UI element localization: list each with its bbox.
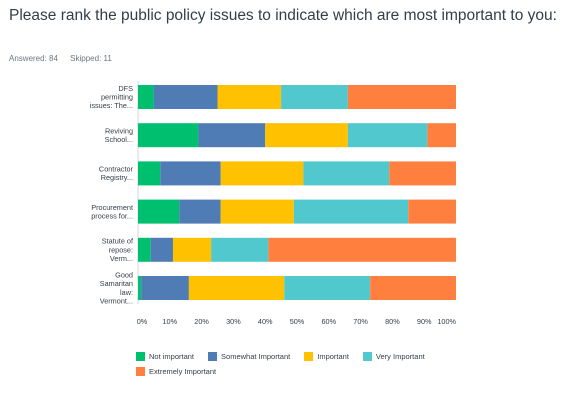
bar-segment bbox=[179, 199, 221, 224]
stacked-bar-chart: DFS permitting issues: The... Reviving Schoo… bbox=[90, 81, 457, 326]
legend-label: Extremely Important bbox=[149, 367, 217, 376]
bar-segment bbox=[141, 276, 189, 300]
x-tick-label: 20% bbox=[194, 317, 209, 326]
x-tick-label: 100% bbox=[437, 317, 456, 326]
bar-segment bbox=[220, 199, 294, 224]
category-label: Procurement process for... bbox=[91, 203, 133, 221]
bar-segment bbox=[281, 85, 348, 109]
category-label: Good Samaritan law: Vermont... bbox=[100, 271, 133, 306]
bar-segment bbox=[408, 199, 456, 224]
legend-item: Not important bbox=[136, 352, 194, 361]
legend-label: Very Important bbox=[375, 352, 425, 361]
x-tick-label: 30% bbox=[226, 317, 241, 326]
bar-segment bbox=[198, 123, 266, 148]
answered-count: Answered: 84 bbox=[9, 54, 58, 63]
bar-segment bbox=[138, 276, 142, 300]
category-label: Reviving School... bbox=[105, 126, 133, 144]
bar-segment bbox=[160, 161, 221, 186]
legend-item: Extremely Important bbox=[136, 367, 216, 376]
bar-segment bbox=[217, 85, 282, 109]
bar-segment bbox=[347, 123, 428, 148]
bar-segment bbox=[303, 161, 390, 186]
x-tick-label: 50% bbox=[290, 317, 305, 326]
x-tick-label: 90% bbox=[417, 317, 432, 326]
bar-segment bbox=[138, 161, 161, 186]
x-tick-label: 70% bbox=[353, 317, 368, 326]
bar-segment bbox=[138, 199, 180, 224]
legend-swatch bbox=[304, 352, 314, 361]
legend-item: Important bbox=[304, 352, 349, 361]
x-tick-label: 40% bbox=[258, 317, 273, 326]
bar-segment bbox=[188, 276, 285, 300]
legend-item: Very Important bbox=[362, 352, 425, 361]
bar-segment bbox=[284, 276, 371, 300]
x-tick-label: 60% bbox=[321, 317, 336, 326]
bar-segment bbox=[268, 237, 456, 262]
legend-swatch bbox=[136, 352, 145, 361]
legend-label: Important bbox=[317, 352, 349, 361]
chart-legend: Not important Somewhat Important Important… bbox=[136, 352, 466, 382]
response-stats: Answered: 84 Skipped: 11 bbox=[9, 54, 122, 63]
legend-label: Somewhat Important bbox=[221, 352, 291, 361]
bar-segment bbox=[265, 123, 348, 148]
bar-segment bbox=[138, 85, 154, 109]
bar-segment bbox=[138, 123, 199, 148]
category-label: DFS permitting issues: The... bbox=[90, 84, 133, 110]
category-label: Contractor Registry... bbox=[99, 165, 134, 183]
bar-segment bbox=[389, 161, 456, 186]
legend-label: Not important bbox=[149, 352, 195, 361]
legend-item: Somewhat Important bbox=[208, 352, 290, 361]
bar-segment bbox=[172, 237, 212, 262]
bar-segment bbox=[211, 237, 269, 262]
x-tick-label: 80% bbox=[385, 317, 400, 326]
bar-segment bbox=[220, 161, 304, 186]
bar-segment bbox=[370, 276, 456, 300]
category-label: Statute of repose: Verm... bbox=[102, 237, 134, 263]
bar-segment bbox=[427, 123, 456, 148]
x-tick-label: 10% bbox=[162, 317, 177, 326]
question-title: Please rank the public policy issues to … bbox=[9, 7, 557, 24]
bar-segment bbox=[138, 237, 151, 262]
legend-swatch bbox=[362, 352, 372, 361]
legend-swatch bbox=[208, 352, 218, 361]
x-tick-label: 0% bbox=[137, 317, 148, 326]
bar-segment bbox=[347, 85, 456, 109]
bar-segment bbox=[150, 237, 173, 262]
bar-segment bbox=[293, 199, 409, 224]
skipped-count: Skipped: 11 bbox=[70, 54, 112, 63]
bar-segment bbox=[153, 85, 218, 109]
legend-swatch bbox=[136, 367, 145, 376]
